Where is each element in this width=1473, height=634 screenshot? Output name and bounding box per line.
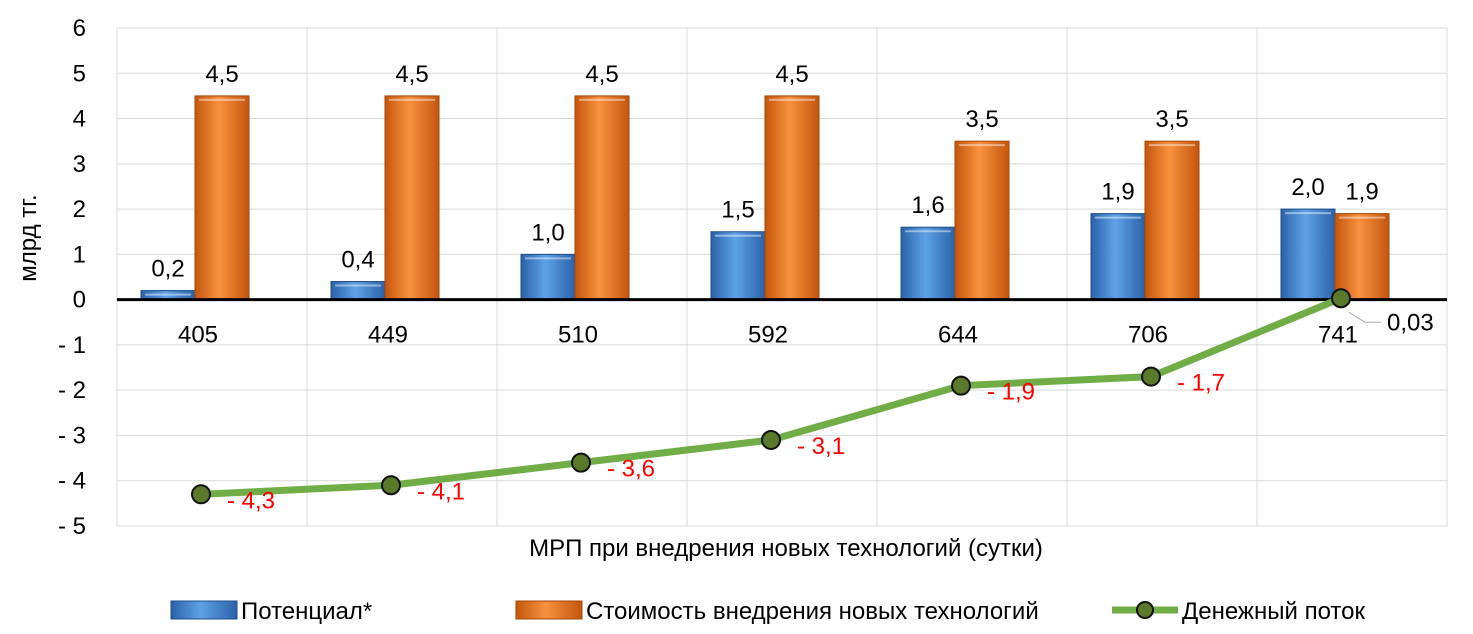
potential-value-label: 0,4 [341, 247, 374, 274]
y-tick-label: 0 [73, 287, 86, 314]
y-tick-label: 4 [73, 106, 86, 133]
legend-label-potential: Потенциал* [241, 598, 372, 625]
cash-flow-marker [1331, 288, 1351, 309]
bar-cost [954, 140, 1010, 301]
y-tick-label: 2 [73, 196, 86, 223]
bar-potential [900, 226, 956, 301]
x-tick-label: 449 [368, 322, 408, 349]
cash-flow-leader-line [1348, 311, 1381, 323]
legend-marker-cash-flow [1136, 601, 1154, 619]
data-labels: 0,2 0,4 1,0 1,5 1,6 1,9 2,0 4,5 4,5 4,5 4,5 3,5 3,5 1… [151, 61, 1433, 514]
bar-cost [764, 95, 820, 301]
cash-flow-marker [191, 484, 211, 505]
bar-cost [1144, 140, 1200, 301]
cash-flow-value-label: - 3,1 [797, 433, 845, 460]
x-axis-title: МРП при внедрения новых технологий (сутк… [529, 535, 1043, 562]
x-tick-label: 706 [1128, 322, 1168, 349]
cost-value-label: 4,5 [205, 61, 238, 88]
cost-value-label: 4,5 [585, 61, 618, 88]
legend: Потенциал* Стоимость внедрения новых техн… [170, 598, 1365, 625]
cash-flow-value-label: - 4,1 [417, 478, 465, 505]
bars [140, 95, 1390, 301]
potential-value-label: 1,6 [911, 192, 944, 219]
y-axis-title: млрд тг. [15, 194, 42, 281]
bar-potential [1090, 213, 1146, 301]
y-tick-label: - 2 [58, 377, 86, 404]
cash-flow-marker [951, 375, 971, 396]
bar-potential [330, 281, 386, 301]
cash-flow-value-label: - 3,6 [607, 456, 655, 483]
legend-label-cash-flow: Денежный поток [1182, 598, 1365, 625]
potential-value-label: 1,5 [721, 197, 754, 224]
y-tick-label: 1 [73, 241, 86, 268]
bar-cost [384, 95, 440, 301]
y-tick-label: 3 [73, 151, 86, 178]
cash-flow-line [191, 288, 1351, 505]
legend-label-cost: Стоимость внедрения новых технологий [586, 598, 1039, 625]
cash-flow-marker [761, 429, 781, 450]
bar-potential [520, 253, 576, 301]
y-tick-label: - 3 [58, 422, 86, 449]
x-tick-label: 741 [1318, 322, 1358, 349]
y-tick-label: - 4 [58, 468, 86, 495]
x-tick-label: 510 [558, 322, 598, 349]
potential-value-label: 1,9 [1101, 179, 1134, 206]
cash-flow-value-label: - 1,9 [987, 379, 1035, 406]
x-tick-label: 644 [938, 322, 978, 349]
potential-value-label: 0,2 [151, 256, 184, 283]
y-tick-label: - 1 [58, 332, 86, 359]
y-axis-ticks: 6 5 4 3 2 1 0 - 1 - 2 - 3 - 4 - 5 [58, 15, 86, 540]
cash-flow-value-label: - 4,3 [227, 487, 275, 514]
cash-flow-marker [1141, 366, 1161, 387]
cash-flow-marker [381, 475, 401, 496]
bar-cost [1334, 213, 1390, 301]
cost-value-label: 3,5 [1155, 106, 1188, 133]
bar-cost [194, 95, 250, 301]
legend-swatch-cost [515, 600, 583, 620]
cost-value-label: 3,5 [965, 106, 998, 133]
cash-flow-value-label: - 1,7 [1177, 370, 1225, 397]
y-tick-label: 6 [73, 15, 86, 42]
x-tick-label: 592 [748, 322, 788, 349]
legend-swatch-potential [170, 600, 238, 620]
bar-potential [710, 231, 766, 301]
cost-value-label: 4,5 [775, 61, 808, 88]
y-tick-label: - 5 [58, 513, 86, 540]
x-axis-ticks: 405 449 510 592 644 706 741 [178, 322, 1358, 349]
potential-value-label: 1,0 [531, 219, 564, 246]
cost-value-label: 4,5 [395, 61, 428, 88]
cash-flow-value-label: 0,03 [1387, 309, 1434, 336]
cost-value-label: 1,9 [1345, 179, 1378, 206]
y-tick-label: 5 [73, 60, 86, 87]
cash-flow-marker [571, 452, 591, 473]
potential-value-label: 2,0 [1291, 174, 1324, 201]
x-tick-label: 405 [178, 322, 218, 349]
bar-potential [1280, 208, 1336, 301]
bar-cost [574, 95, 630, 301]
